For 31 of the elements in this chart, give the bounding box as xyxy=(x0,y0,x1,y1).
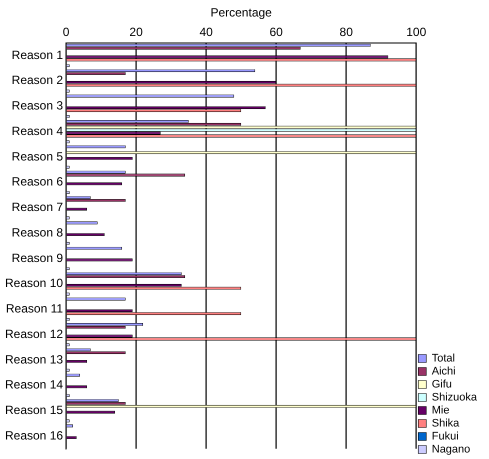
legend-label: Aichi xyxy=(432,366,456,378)
y-tick-label: Reason 2 xyxy=(12,73,64,88)
x-tick-label: 60 xyxy=(269,24,284,39)
y-tick-label: Reason 4 xyxy=(12,124,64,138)
y-tick-label: Reason 9 xyxy=(12,250,64,265)
y-tick-label: Reason 5 xyxy=(12,149,64,164)
y-tick-label: Reason 6 xyxy=(12,174,64,189)
y-tick-label: Reason 1 xyxy=(12,48,64,62)
x-axis-title: Percentage xyxy=(210,6,272,20)
y-tick-label: Reason 15 xyxy=(4,403,64,418)
legend-label: Shika xyxy=(432,418,460,430)
x-tick-label: 20 xyxy=(129,24,144,39)
y-tick-label: Reason 16 xyxy=(4,428,64,442)
y-tick-label: Reason 12 xyxy=(4,326,64,341)
x-tick-label: 80 xyxy=(340,24,354,39)
legend-label: Nagano xyxy=(432,444,470,456)
y-tick-label: Reason 10 xyxy=(4,276,64,290)
legend-label: Fukui xyxy=(432,430,459,443)
legend-label: Shizuoka xyxy=(432,392,478,404)
y-tick-label: Reason 8 xyxy=(12,225,64,240)
y-tick-label: Reason 3 xyxy=(12,98,64,113)
x-tick-label: 100 xyxy=(406,24,427,39)
y-tick-label: Reason 11 xyxy=(6,302,64,316)
x-tick-label: 40 xyxy=(199,24,214,39)
legend-label: Gifu xyxy=(432,378,452,391)
legend-label: Total xyxy=(432,352,455,365)
x-tick-label: 0 xyxy=(62,24,70,39)
y-tick-label: Reason 7 xyxy=(12,200,64,214)
y-tick-label: Reason 13 xyxy=(4,352,64,366)
legend-label: Mie xyxy=(432,404,450,417)
y-tick-label: Reason 14 xyxy=(4,378,64,392)
